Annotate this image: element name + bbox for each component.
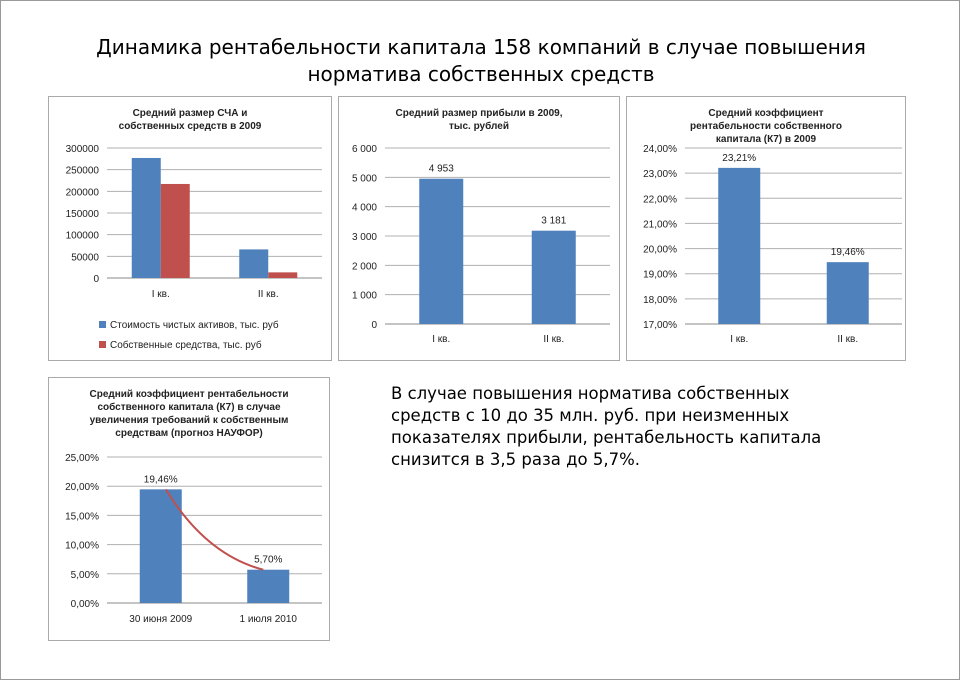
chart-k7-2009: Средний коэффициент рентабельности собст… bbox=[626, 96, 906, 361]
data-label: 3 181 bbox=[541, 216, 566, 227]
slide-title-line2: норматива собственных средств bbox=[307, 62, 655, 86]
y-tick-label: 5 000 bbox=[352, 173, 377, 184]
data-label: 5,70% bbox=[254, 555, 282, 566]
y-tick-label: 23,00% bbox=[643, 169, 677, 180]
x-tick-label: I кв. bbox=[730, 334, 748, 345]
y-tick-label: 4 000 bbox=[352, 203, 377, 214]
chart-assets-equity: Средний размер СЧА и собственных средств… bbox=[48, 96, 332, 361]
y-tick-label: 0,00% bbox=[71, 599, 99, 610]
y-tick-label: 3 000 bbox=[352, 232, 377, 243]
bar bbox=[268, 272, 298, 278]
x-tick-label: II кв. bbox=[258, 289, 279, 300]
y-tick-label: 18,00% bbox=[643, 295, 677, 306]
legend-swatch-blue bbox=[99, 321, 106, 328]
trend-line bbox=[164, 488, 264, 571]
legend-item: Собственные средства, тыс. руб bbox=[99, 340, 262, 351]
data-label: 19,46% bbox=[831, 247, 865, 258]
bar bbox=[239, 249, 269, 278]
y-tick-label: 10,00% bbox=[65, 541, 99, 552]
data-label: 23,21% bbox=[722, 153, 756, 164]
y-tick-label: 300000 bbox=[66, 144, 100, 155]
x-tick-label: I кв. bbox=[152, 289, 170, 300]
chart-title: Средний размер прибыли в 2009, тыс. рубл… bbox=[395, 108, 563, 132]
chart-title: Средний коэффициент рентабельности собст… bbox=[690, 108, 842, 145]
bar bbox=[826, 262, 869, 324]
chart-profit: Средний размер прибыли в 2009, тыс. рубл… bbox=[338, 96, 620, 361]
data-label: 4 953 bbox=[429, 164, 454, 175]
y-tick-label: 24,00% bbox=[643, 144, 677, 155]
x-tick-label: II кв. bbox=[543, 334, 564, 345]
chart-title: Средний размер СЧА и собственных средств… bbox=[118, 108, 262, 132]
y-tick-label: 0 bbox=[93, 274, 99, 285]
y-tick-label: 21,00% bbox=[643, 219, 677, 230]
bar bbox=[131, 157, 161, 278]
conclusion-text: В случае повышения норматива собственных… bbox=[391, 384, 822, 469]
y-tick-label: 15,00% bbox=[65, 511, 99, 522]
bar bbox=[419, 178, 464, 324]
y-tick-label: 17,00% bbox=[643, 320, 677, 331]
y-tick-label: 2 000 bbox=[352, 261, 377, 272]
bar bbox=[531, 230, 576, 324]
legend-item: Стоимость чистых активов, тыс. руб bbox=[99, 320, 279, 331]
bar bbox=[139, 489, 182, 603]
y-tick-label: 22,00% bbox=[643, 194, 677, 205]
y-tick-label: 200000 bbox=[66, 187, 100, 198]
chart-k7-forecast: Средний коэффициент рентабельности собст… bbox=[48, 377, 330, 641]
y-tick-label: 1 000 bbox=[352, 291, 377, 302]
x-tick-label: 30 июня 2009 bbox=[129, 614, 192, 625]
x-tick-label: I кв. bbox=[432, 334, 450, 345]
legend-swatch-red bbox=[99, 341, 106, 348]
y-tick-label: 5,00% bbox=[71, 570, 99, 581]
y-tick-label: 0 bbox=[371, 320, 377, 331]
bar bbox=[718, 167, 761, 324]
slide-title: Динамика рентабельности капитала 158 ком… bbox=[1, 34, 959, 88]
y-tick-label: 250000 bbox=[66, 166, 100, 177]
legend-label: Собственные средства, тыс. руб bbox=[110, 340, 262, 351]
slide-title-line1: Динамика рентабельности капитала 158 ком… bbox=[96, 35, 866, 59]
x-tick-label: 1 июля 2010 bbox=[240, 614, 298, 625]
chart-title: Средний коэффициент рентабельности собст… bbox=[89, 389, 289, 439]
y-tick-label: 20,00% bbox=[643, 245, 677, 256]
y-tick-label: 6 000 bbox=[352, 144, 377, 155]
y-tick-label: 20,00% bbox=[65, 482, 99, 493]
x-tick-label: II кв. bbox=[837, 334, 858, 345]
data-label: 19,46% bbox=[144, 474, 178, 485]
y-tick-label: 25,00% bbox=[65, 453, 99, 464]
bar bbox=[247, 569, 290, 603]
y-tick-label: 19,00% bbox=[643, 270, 677, 281]
y-tick-label: 100000 bbox=[66, 231, 100, 242]
y-tick-label: 50000 bbox=[71, 252, 99, 263]
bar bbox=[160, 183, 190, 278]
y-tick-label: 150000 bbox=[66, 209, 100, 220]
legend-label: Стоимость чистых активов, тыс. руб bbox=[110, 320, 279, 331]
